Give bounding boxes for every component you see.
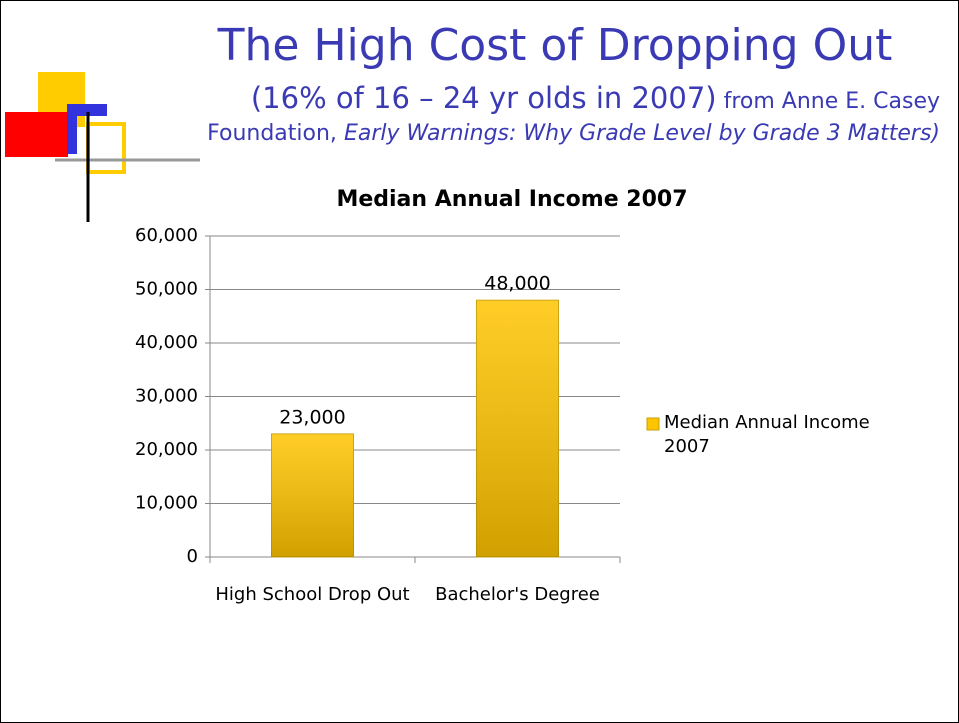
chart-title: Median Annual Income 2007 (336, 187, 687, 212)
y-tick-label: 20,000 (135, 439, 198, 460)
x-tick-label: High School Drop Out (215, 584, 410, 605)
bar-shade (476, 300, 559, 557)
bar-shade (271, 433, 354, 557)
data-label: 48,000 (484, 273, 550, 295)
y-tick-label: 0 (187, 546, 198, 567)
subtitle: (16% of 16 – 24 yr olds in 2007) from An… (140, 82, 940, 150)
subtitle-source: from Anne E. Casey Foundation, (207, 89, 940, 146)
data-label: 23,000 (279, 406, 345, 428)
subtitle-italic: Early Warnings: Why Grade Level by Grade… (343, 121, 940, 146)
slide-title: The High Cost of Dropping Out (217, 20, 893, 71)
y-tick-label: 30,000 (135, 386, 198, 407)
legend-swatch (646, 417, 660, 431)
legend-label: Median Annual Income 2007 (664, 412, 870, 457)
x-tick-label: Bachelor's Degree (435, 584, 600, 605)
y-tick-label: 40,000 (135, 332, 198, 353)
deco-square (5, 112, 68, 157)
y-tick-label: 60,000 (135, 225, 198, 246)
subtitle-main: (16% of 16 – 24 yr olds in 2007) (250, 81, 717, 115)
deco-square (67, 104, 77, 154)
deco-square (86, 122, 126, 174)
y-tick-label: 50,000 (135, 279, 198, 300)
y-tick-label: 10,000 (135, 493, 198, 514)
